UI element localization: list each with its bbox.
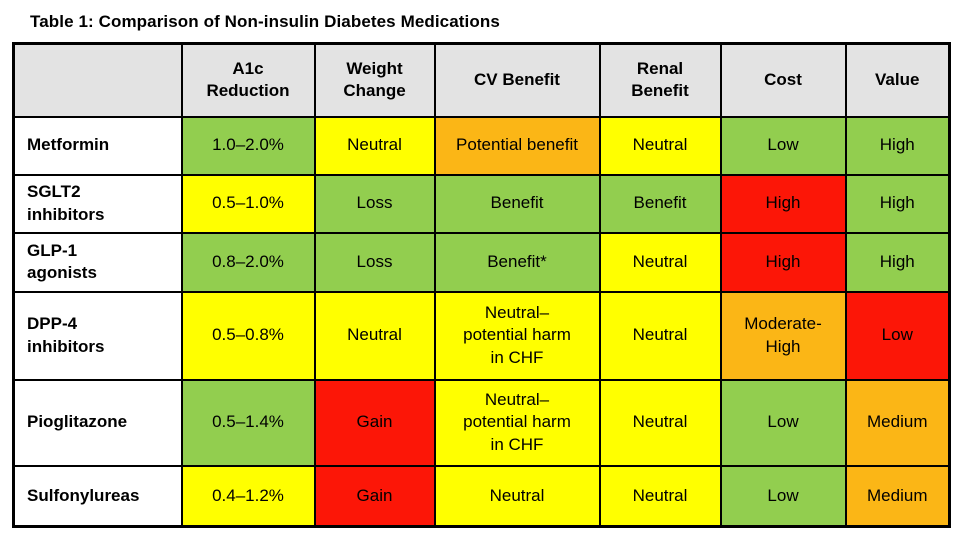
cell-sglt2-cv: Benefit — [433, 173, 601, 234]
cell-dpp4-value: Low — [844, 290, 951, 381]
column-header-renal-benefit: Renal Benefit — [598, 42, 722, 118]
column-header-weight-change: Weight Change — [313, 42, 436, 118]
table-row-pioglitazone: Pioglitazone 0.5–1.4% Gain Neutral– pote… — [12, 378, 951, 467]
row-header-sulfonylureas: Sulfonylureas — [12, 464, 183, 528]
column-header-value: Value — [844, 42, 951, 118]
cell-pioglitazone-weight: Gain — [313, 378, 436, 467]
cell-dpp4-weight: Neutral — [313, 290, 436, 381]
cell-pioglitazone-a1c: 0.5–1.4% — [180, 378, 316, 467]
cell-sulfonylureas-cost: Low — [719, 464, 847, 528]
cell-dpp4-renal: Neutral — [598, 290, 722, 381]
column-header-cv-benefit: CV Benefit — [433, 42, 601, 118]
column-header-a1c-reduction: A1c Reduction — [180, 42, 316, 118]
cell-sglt2-cost: High — [719, 173, 847, 234]
cell-sglt2-value: High — [844, 173, 951, 234]
cell-dpp4-cv: Neutral– potential harm in CHF — [433, 290, 601, 381]
row-header-glp1-agonists: GLP-1 agonists — [12, 231, 183, 293]
table-row-sglt2-inhibitors: SGLT2 inhibitors 0.5–1.0% Loss Benefit B… — [12, 173, 951, 234]
cell-glp1-renal: Neutral — [598, 231, 722, 293]
row-header-pioglitazone: Pioglitazone — [12, 378, 183, 467]
medication-comparison-table: A1c Reduction Weight Change CV Benefit R… — [12, 42, 951, 528]
table-row-glp1-agonists: GLP-1 agonists 0.8–2.0% Loss Benefit* Ne… — [12, 231, 951, 293]
row-header-metformin: Metformin — [12, 115, 183, 176]
column-header-cost: Cost — [719, 42, 847, 118]
cell-glp1-cost: High — [719, 231, 847, 293]
cell-sglt2-a1c: 0.5–1.0% — [180, 173, 316, 234]
row-header-sglt2-inhibitors: SGLT2 inhibitors — [12, 173, 183, 234]
table-title: Table 1: Comparison of Non-insulin Diabe… — [30, 12, 500, 31]
table-row-dpp4-inhibitors: DPP-4 inhibitors 0.5–0.8% Neutral Neutra… — [12, 290, 951, 381]
header-row: A1c Reduction Weight Change CV Benefit R… — [12, 42, 951, 118]
cell-metformin-a1c: 1.0–2.0% — [180, 115, 316, 176]
cell-glp1-weight: Loss — [313, 231, 436, 293]
cell-metformin-value: High — [844, 115, 951, 176]
cell-sglt2-renal: Benefit — [598, 173, 722, 234]
corner-cell — [12, 42, 183, 118]
cell-glp1-value: High — [844, 231, 951, 293]
cell-sulfonylureas-cv: Neutral — [433, 464, 601, 528]
cell-dpp4-cost: Moderate- High — [719, 290, 847, 381]
table-row-metformin: Metformin 1.0–2.0% Neutral Potential ben… — [12, 115, 951, 176]
cell-dpp4-a1c: 0.5–0.8% — [180, 290, 316, 381]
cell-glp1-a1c: 0.8–2.0% — [180, 231, 316, 293]
table-row-sulfonylureas: Sulfonylureas 0.4–1.2% Gain Neutral Neut… — [12, 464, 951, 528]
cell-pioglitazone-cost: Low — [719, 378, 847, 467]
cell-metformin-weight: Neutral — [313, 115, 436, 176]
cell-sglt2-weight: Loss — [313, 173, 436, 234]
row-header-dpp4-inhibitors: DPP-4 inhibitors — [12, 290, 183, 381]
cell-pioglitazone-renal: Neutral — [598, 378, 722, 467]
cell-metformin-renal: Neutral — [598, 115, 722, 176]
cell-sulfonylureas-a1c: 0.4–1.2% — [180, 464, 316, 528]
cell-glp1-cv: Benefit* — [433, 231, 601, 293]
cell-metformin-cv: Potential benefit — [433, 115, 601, 176]
cell-sulfonylureas-value: Medium — [844, 464, 951, 528]
cell-pioglitazone-value: Medium — [844, 378, 951, 467]
cell-pioglitazone-cv: Neutral– potential harm in CHF — [433, 378, 601, 467]
cell-sulfonylureas-weight: Gain — [313, 464, 436, 528]
cell-sulfonylureas-renal: Neutral — [598, 464, 722, 528]
cell-metformin-cost: Low — [719, 115, 847, 176]
